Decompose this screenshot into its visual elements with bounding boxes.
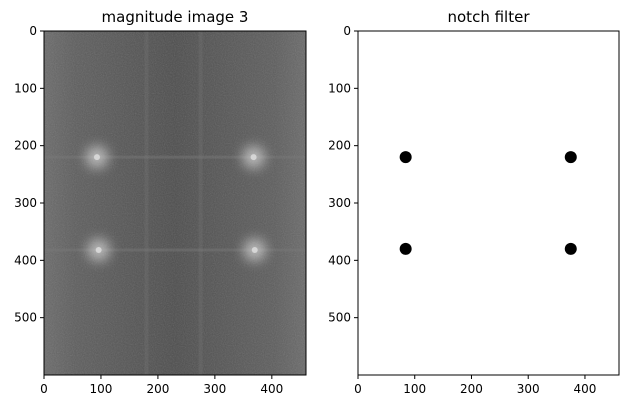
heatmap-streak	[44, 248, 306, 252]
notch-y-tick-label: 300	[328, 196, 351, 210]
magnitude-y-tick-label: 500	[14, 311, 37, 325]
magnitude-x-ticks: 0 100 200 300 400	[40, 375, 283, 396]
magnitude-title: magnitude image 3	[102, 8, 249, 26]
magnitude-x-tick-label: 0	[40, 382, 48, 396]
notch-point-3	[399, 242, 412, 255]
magnitude-y-ticks: 0 100 200 300 400 500	[14, 24, 44, 325]
notch-point-4	[564, 242, 577, 255]
notch-x-tick-label: 300	[517, 382, 540, 396]
magnitude-y-tick-label: 100	[14, 81, 37, 95]
notch-x-ticks: 0 100 200 300 400	[354, 375, 596, 396]
notch-y-ticks: 0 100 200 300 400 500	[328, 24, 358, 325]
notch-title: notch filter	[448, 8, 531, 26]
magnitude-y-tick-label: 200	[14, 139, 37, 153]
notch-x-tick-label: 400	[574, 382, 597, 396]
notch-y-tick-label: 0	[343, 24, 351, 38]
notch-background	[358, 31, 619, 375]
bright-peak-core-1	[93, 154, 100, 161]
magnitude-x-tick-label: 200	[146, 382, 169, 396]
notch-points	[399, 151, 577, 255]
magnitude-y-tick-label: 0	[29, 24, 37, 38]
heatmap-vstreak	[198, 31, 203, 375]
magnitude-panel: magnitude image 3 0 100 200 300 400 0 100 200 3…	[14, 8, 307, 396]
bright-peak-core-3	[95, 247, 102, 254]
magnitude-x-tick-label: 400	[260, 382, 283, 396]
magnitude-y-tick-label: 400	[14, 253, 37, 267]
magnitude-y-tick-label: 300	[14, 196, 37, 210]
notch-y-tick-label: 500	[328, 311, 351, 325]
notch-x-tick-label: 200	[460, 382, 483, 396]
notch-point-1	[399, 151, 412, 164]
notch-point-2	[564, 151, 577, 164]
heatmap-streak	[44, 155, 306, 159]
notch-y-tick-label: 200	[328, 139, 351, 153]
heatmap-vstreak	[144, 31, 149, 375]
heatmap-noise	[44, 31, 306, 375]
notch-y-tick-label: 400	[328, 253, 351, 267]
magnitude-heatmap	[44, 31, 306, 375]
notch-y-tick-label: 100	[328, 81, 351, 95]
notch-x-tick-label: 100	[403, 382, 426, 396]
bright-peak-core-4	[251, 247, 258, 254]
magnitude-x-tick-label: 300	[203, 382, 226, 396]
notch-panel: notch filter 0 100 200 300 400 0 100 200 300 400…	[328, 8, 620, 396]
bright-peak-core-2	[250, 154, 257, 161]
magnitude-x-tick-label: 100	[90, 382, 113, 396]
notch-x-tick-label: 0	[354, 382, 362, 396]
